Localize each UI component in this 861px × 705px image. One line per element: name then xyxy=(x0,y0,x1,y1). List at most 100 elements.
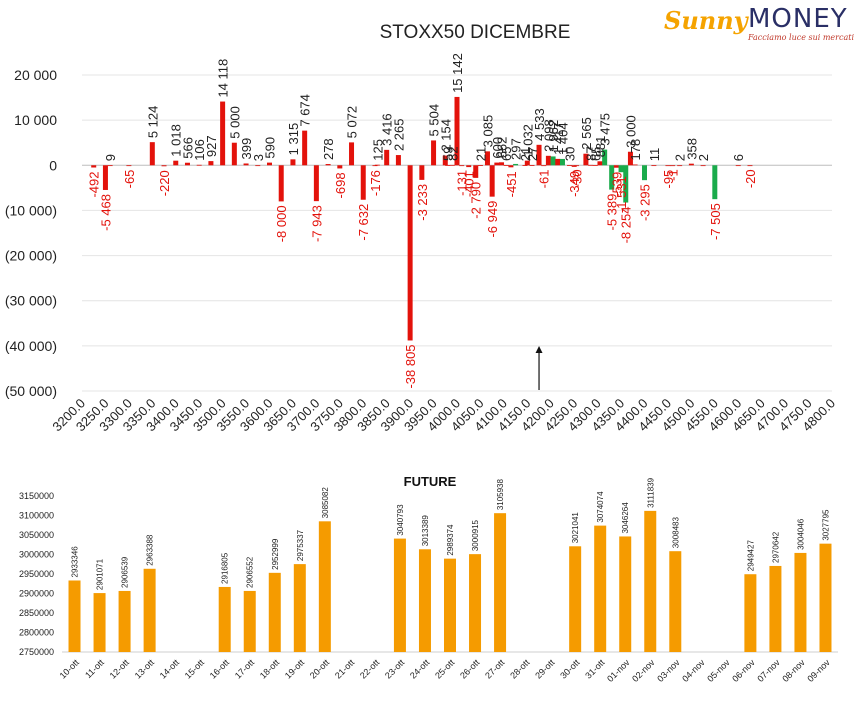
data-label: -30 xyxy=(570,169,585,188)
x-tick-label-future: 12-ott xyxy=(108,657,132,681)
y-tick-label: 0 xyxy=(49,157,57,173)
bar xyxy=(126,165,132,167)
bar xyxy=(459,165,465,167)
x-tick-label-future: 09-nov xyxy=(805,657,832,684)
bar xyxy=(651,165,657,167)
data-label: -1 xyxy=(666,169,681,181)
data-label: 297 xyxy=(509,138,524,160)
bar xyxy=(302,130,308,166)
data-label: -5 389 xyxy=(605,194,620,231)
data-label: -451 xyxy=(504,171,519,197)
logo-tagline: Facciamo luce sui mercati xyxy=(748,33,855,42)
data-label: 1 032 xyxy=(520,124,535,157)
data-label: 6 xyxy=(731,154,746,161)
x-tick-label-future: 01-nov xyxy=(605,657,632,684)
data-label: -8 254 xyxy=(619,207,634,244)
data-label: 30 xyxy=(563,147,578,161)
bar xyxy=(522,165,528,166)
data-label: 82 xyxy=(445,146,460,160)
data-label: 927 xyxy=(204,135,219,157)
data-label: 87 xyxy=(584,146,599,160)
y-tick-label: (50 000) xyxy=(5,383,57,399)
bar xyxy=(588,164,594,166)
bar xyxy=(567,165,572,166)
x-tick-label-future: 15-ott xyxy=(183,657,207,681)
data-label: 5 072 xyxy=(345,106,360,139)
future-bar xyxy=(669,551,682,652)
data-label: -698 xyxy=(333,172,348,198)
bar xyxy=(372,165,378,167)
x-tick-label-future: 13-ott xyxy=(133,657,157,681)
y-tick-label: (20 000) xyxy=(5,248,57,264)
bar xyxy=(735,165,741,167)
bar xyxy=(524,160,530,166)
data-label: 7 674 xyxy=(298,94,313,127)
bar xyxy=(173,160,179,166)
data-label: 358 xyxy=(684,138,699,160)
data-label: 278 xyxy=(321,138,336,160)
bar xyxy=(670,165,676,167)
bar xyxy=(231,142,237,166)
data-label: -61 xyxy=(537,170,552,189)
bar xyxy=(627,151,633,166)
future-bar xyxy=(794,552,807,652)
bar xyxy=(149,142,155,166)
future-bar xyxy=(594,525,607,652)
future-data-label: 3004046 xyxy=(796,518,805,550)
y-tick-label-future: 3050000 xyxy=(19,530,54,540)
future-bar xyxy=(218,586,231,652)
y-tick-label-future: 3000000 xyxy=(19,550,54,560)
bar xyxy=(494,162,500,166)
bar xyxy=(442,155,448,166)
future-bar xyxy=(243,590,256,652)
data-label: -5 468 xyxy=(98,194,113,231)
bar xyxy=(688,163,694,166)
y-tick-label: 20 000 xyxy=(14,67,57,83)
x-tick-label-future: 20-ott xyxy=(308,657,332,681)
data-label: -8 000 xyxy=(274,205,289,242)
data-label: -3 295 xyxy=(638,184,653,221)
bar xyxy=(208,161,214,166)
y-tick-label-future: 3150000 xyxy=(19,491,54,501)
bar xyxy=(102,165,108,190)
future-data-label: 2975337 xyxy=(296,529,305,561)
y-tick-label: 10 000 xyxy=(14,112,57,128)
future-data-label: 3040793 xyxy=(396,504,405,536)
future-bar xyxy=(569,546,582,652)
data-label: 2 154 xyxy=(438,119,453,152)
future-data-label: 3027795 xyxy=(821,509,830,541)
future-bar xyxy=(644,510,657,652)
bar xyxy=(484,151,490,166)
chart-title: STOXX50 DICEMBRE xyxy=(380,22,571,43)
data-label: 1 962 xyxy=(546,120,561,153)
bar xyxy=(220,101,226,166)
bar xyxy=(431,140,437,166)
future-data-label: 2901071 xyxy=(96,558,105,590)
x-tick-label-future: 29-ott xyxy=(533,657,557,681)
bar xyxy=(374,164,380,166)
future-bar xyxy=(444,558,456,652)
x-tick-label-future: 26-ott xyxy=(458,657,482,681)
data-label: 1 417 xyxy=(551,122,566,155)
bar xyxy=(541,165,547,167)
data-label: 2 xyxy=(696,154,711,161)
stoxx50-chart: STOXX50 DICEMBRE 20 000 10 000 0 (10 000) (2… xyxy=(5,22,838,434)
future-data-label: 3085082 xyxy=(321,487,330,519)
data-label: 3 xyxy=(251,154,266,161)
bar xyxy=(499,162,505,166)
bar xyxy=(445,165,451,166)
y-tick-label-future: 2850000 xyxy=(19,608,54,618)
x-tick-label-future: 31-ott xyxy=(583,657,607,681)
data-label: 5 124 xyxy=(145,106,160,139)
bar xyxy=(592,164,598,166)
y-tick-label-future: 3100000 xyxy=(19,511,54,521)
data-label: 3 416 xyxy=(380,113,395,146)
data-label: -65 xyxy=(122,170,137,189)
bar xyxy=(184,162,190,166)
bar xyxy=(623,165,629,203)
x-tick-label-future: 25-ott xyxy=(433,657,457,681)
data-label: -20 xyxy=(743,169,758,188)
x-tick-label-future: 17-ott xyxy=(233,657,257,681)
bar xyxy=(454,96,460,166)
data-label: -7 943 xyxy=(309,205,324,242)
